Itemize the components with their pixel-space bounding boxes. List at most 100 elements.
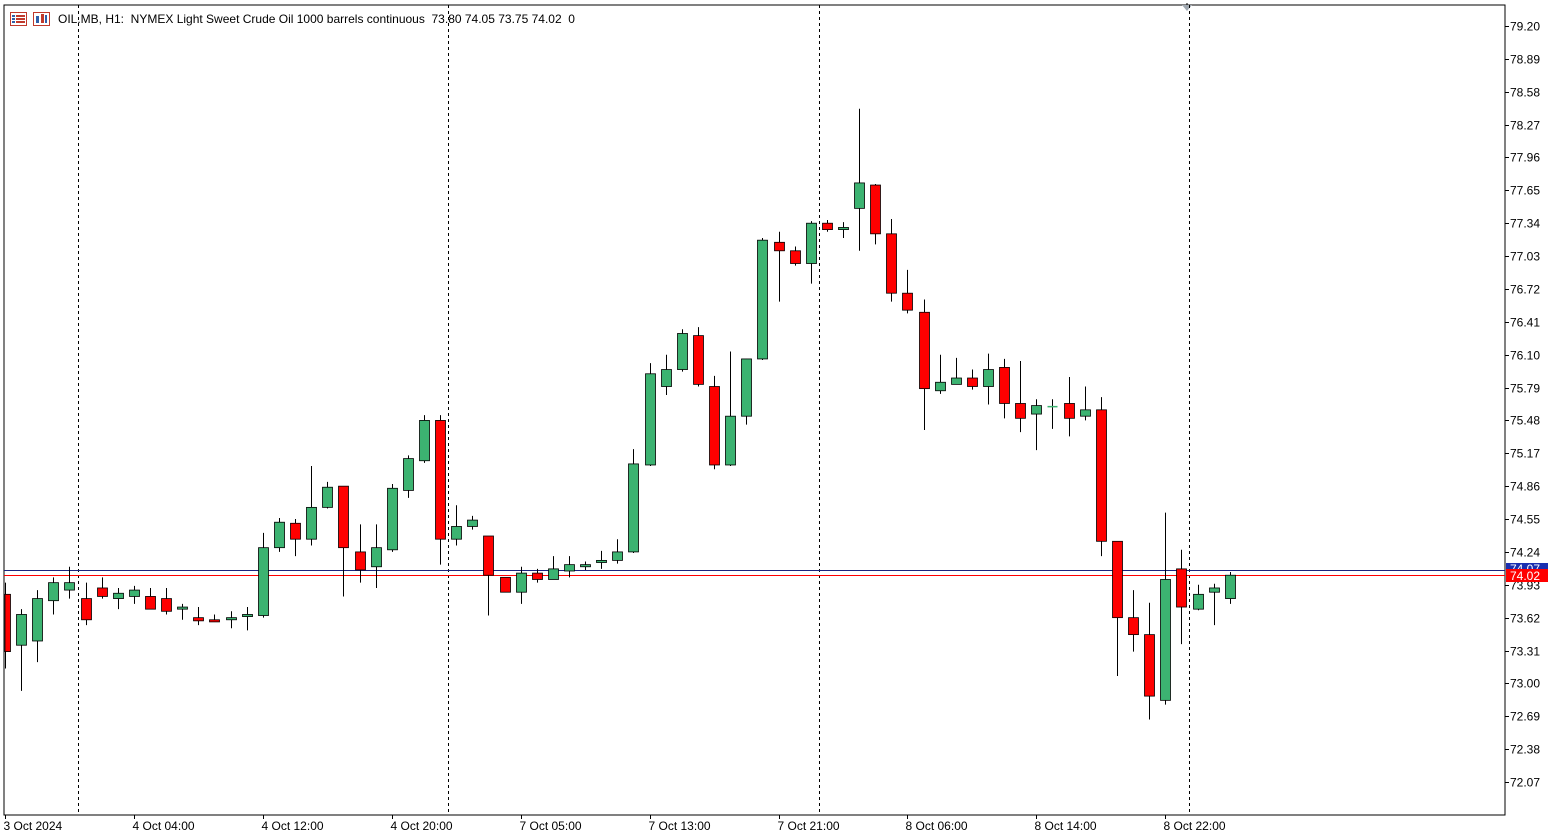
candle-body — [242, 614, 253, 617]
candle-body — [322, 486, 333, 508]
candle — [145, 587, 156, 610]
candle-body — [596, 559, 607, 563]
candle-body — [870, 184, 881, 235]
price-tick-label: 74.55 — [1510, 513, 1540, 527]
candle — [983, 353, 994, 405]
time-tick-label: 7 Oct 13:00 — [649, 819, 711, 833]
candle — [1080, 386, 1091, 421]
candle-body — [290, 522, 301, 540]
chart-properties-icon[interactable] — [33, 12, 50, 26]
candle — [338, 485, 349, 597]
candle-body — [371, 547, 382, 568]
candle-body — [81, 598, 92, 621]
price-tick-label: 74.86 — [1510, 480, 1540, 494]
candle — [935, 354, 946, 394]
candle — [483, 535, 494, 616]
candle-body — [902, 292, 913, 311]
candle-body — [500, 576, 511, 593]
candle-body — [1031, 405, 1042, 415]
candle-body — [177, 606, 188, 610]
price-tick-label: 75.48 — [1510, 414, 1540, 428]
candle — [193, 607, 204, 626]
time-tick-label: 7 Oct 05:00 — [520, 819, 582, 833]
price-tick-label: 72.69 — [1510, 710, 1540, 724]
candle-body — [97, 587, 108, 597]
candle — [822, 220, 833, 232]
candle — [209, 614, 220, 623]
candle-body — [4, 593, 11, 652]
price-axis[interactable]: 79.20 78.89 78.58 78.27 77.96 77.65 77.34 77.03… — [1505, 20, 1540, 790]
candle — [1144, 602, 1155, 720]
candle — [1047, 399, 1058, 429]
candle-body — [483, 535, 494, 576]
candle-body — [709, 386, 720, 466]
price-tick-label: 72.38 — [1510, 743, 1540, 757]
candle-body — [790, 250, 801, 264]
time-tick-label: 4 Oct 20:00 — [391, 819, 453, 833]
candle-body — [113, 592, 124, 599]
candle-body — [564, 564, 575, 572]
candle-body — [806, 222, 817, 264]
candle — [645, 363, 656, 467]
candle — [177, 603, 188, 620]
candle — [435, 415, 446, 565]
candle — [516, 566, 527, 604]
candle-body — [258, 547, 269, 616]
candle — [999, 358, 1010, 419]
price-lines — [4, 570, 1505, 576]
chart-title: OIL.MB, H1: NYMEX Light Sweet Crude Oil … — [58, 12, 575, 26]
candle-body — [919, 311, 930, 390]
candle-body — [161, 598, 172, 612]
candle — [81, 582, 92, 626]
time-tick-label: 8 Oct 06:00 — [906, 819, 968, 833]
candle-body — [355, 551, 366, 571]
candle — [532, 568, 543, 583]
candle-body — [532, 572, 543, 580]
candle — [1193, 584, 1204, 611]
candle-body — [467, 519, 478, 527]
candle-body — [32, 598, 43, 642]
candle-body — [1064, 403, 1075, 419]
candle — [1031, 399, 1042, 451]
candle-body — [693, 335, 704, 385]
candle — [677, 329, 688, 372]
candle — [951, 357, 962, 385]
candle — [580, 561, 591, 570]
candle-body — [580, 564, 591, 568]
candle-body — [935, 381, 946, 392]
candle-body — [628, 463, 639, 553]
candle-body — [741, 358, 752, 417]
candle-body — [387, 487, 398, 551]
candle-body — [1225, 574, 1236, 599]
candle-body — [48, 582, 59, 602]
candle-body — [226, 617, 237, 621]
candle — [113, 587, 124, 610]
chart-list-icon[interactable] — [10, 12, 27, 26]
candle — [355, 524, 366, 583]
candle-body — [209, 619, 220, 623]
candle — [1160, 512, 1171, 705]
shift-marker-icon[interactable] — [1182, 5, 1192, 11]
candle-body — [451, 526, 462, 540]
price-tags: 74.07 74.02 — [1506, 562, 1548, 583]
candles — [4, 108, 1236, 720]
time-axis[interactable]: 3 Oct 2024 4 Oct 04:00 4 Oct 12:00 4 Oct 20… — [4, 815, 1226, 833]
candle-body — [193, 617, 204, 622]
candle — [790, 246, 801, 266]
candle — [274, 517, 285, 552]
candle — [32, 590, 43, 663]
candle — [564, 556, 575, 578]
candle-body — [435, 420, 446, 540]
price-tick-label: 77.65 — [1510, 184, 1540, 198]
candle — [838, 222, 849, 239]
candle-body — [306, 506, 317, 540]
candle — [806, 221, 817, 284]
price-tick-label: 73.00 — [1510, 677, 1540, 691]
candle-body — [548, 568, 559, 580]
candle-body — [838, 227, 849, 230]
candle — [886, 218, 897, 302]
price-tick-label: 72.07 — [1510, 776, 1540, 790]
candle-body — [854, 182, 865, 209]
candle — [596, 550, 607, 569]
